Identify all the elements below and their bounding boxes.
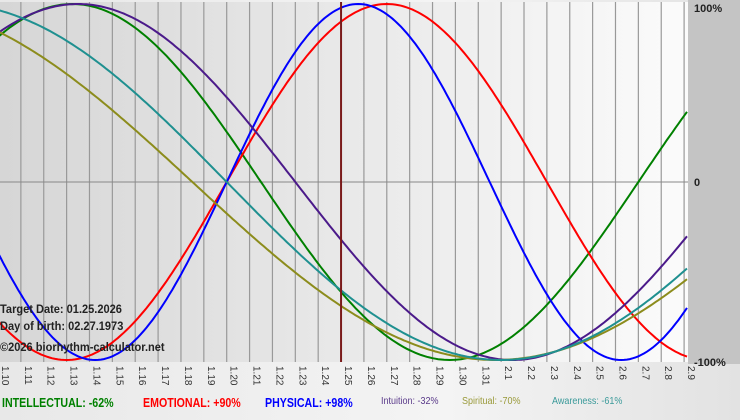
x-tick-label: 1.25 [342, 366, 353, 386]
x-tick-label: 2.5 [594, 366, 605, 380]
x-tick-label: 2.7 [639, 366, 650, 380]
x-tick-label: 1.13 [68, 366, 79, 386]
legend-spiritual: Spiritual: -70% [462, 396, 521, 407]
copyright-label: ©2026 biorhythm-calculator.net [0, 340, 165, 354]
x-tick-label: 2.4 [571, 366, 582, 380]
x-tick-label: 1.24 [319, 366, 330, 386]
x-tick-label: 1.19 [205, 366, 216, 386]
x-tick-label: 1.21 [251, 366, 262, 386]
legend-emotional: EMOTIONAL: +90% [143, 396, 241, 410]
birth-date-label: Day of birth: 02.27.1973 [0, 319, 124, 333]
x-tick-label: 1.23 [296, 366, 307, 386]
x-tick-label: 2.8 [662, 366, 673, 380]
legend-awareness: Awareness: -61% [552, 396, 623, 407]
y-tick-label: 0 [694, 177, 700, 189]
series-line-intellectual [0, 2, 688, 362]
x-tick-label: 1.22 [273, 366, 284, 386]
x-tick-label: 2.6 [616, 366, 627, 380]
series-line-awareness [0, 9, 688, 361]
x-tick-label: 1.11 [22, 366, 33, 385]
x-tick-label: 1.12 [45, 366, 56, 386]
x-tick-label: 1.27 [388, 366, 399, 386]
x-tick-label: 1.10 [0, 366, 10, 386]
series-line-emotional [0, 2, 688, 362]
x-tick-label: 1.18 [182, 366, 193, 386]
x-tick-label: 2.1 [502, 366, 513, 380]
x-tick-label: 1.31 [479, 366, 490, 386]
x-tick-label: 1.30 [456, 366, 467, 386]
x-tick-label: 1.20 [228, 366, 239, 386]
x-tick-label: 2.9 [685, 366, 696, 380]
series-line-physical [0, 2, 688, 362]
x-tick-label: 1.28 [411, 366, 422, 386]
y-tick-label: -100% [694, 357, 726, 369]
legend-intellectual: INTELLECTUAL: -62% [2, 396, 114, 410]
biorhythm-chart: 1.10 1.11 1.12 1.13 1.14 1.15 1.16 1.17 1.18 1.19… [0, 0, 740, 386]
target-date-label: Target Date: 01.25.2026 [0, 302, 122, 316]
x-tick-label: 1.26 [365, 366, 376, 386]
series-line-intuition [0, 3, 688, 361]
x-tick-label: 2.2 [525, 366, 536, 380]
y-tick-label: 100% [694, 3, 722, 15]
legend-intuition: Intuition: -32% [381, 396, 439, 407]
legend-physical: PHYSICAL: +98% [265, 396, 353, 410]
x-tick-label: 1.15 [113, 366, 124, 386]
x-tick-label: 1.16 [136, 366, 147, 386]
x-tick-label: 1.17 [159, 366, 170, 386]
y-axis-panel [688, 0, 740, 364]
x-tick-label: 2.3 [548, 366, 559, 380]
x-tick-label: 1.14 [90, 366, 101, 386]
x-tick-label: 1.29 [434, 366, 445, 386]
